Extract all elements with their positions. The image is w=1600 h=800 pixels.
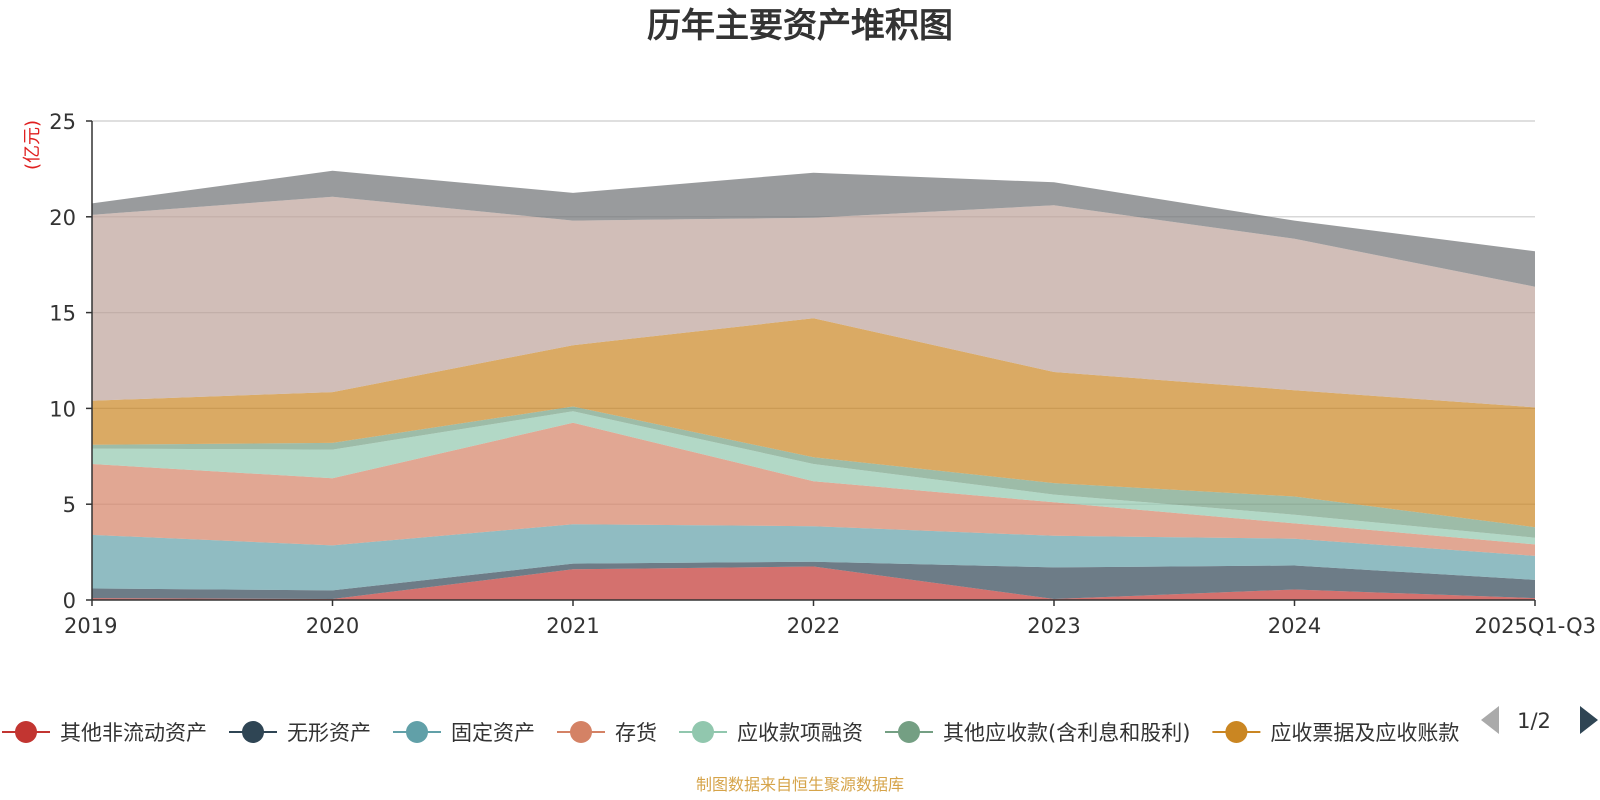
legend-label: 无形资产 [287, 721, 371, 745]
legend-dot-marker [406, 721, 428, 743]
x-tick-label: 2021 [546, 614, 599, 638]
legend-item[interactable]: 其他应收款(含利息和股利) [885, 721, 1190, 745]
y-tick-label: 5 [63, 493, 76, 517]
data-source-note: 制图数据来自恒生聚源数据库 [696, 775, 904, 794]
area-series-0[interactable] [92, 566, 1535, 601]
y-tick-label: 15 [49, 302, 76, 326]
y-tick-label: 0 [63, 589, 76, 613]
area-series-4[interactable] [92, 411, 1535, 545]
area-series-7[interactable] [92, 196, 1535, 408]
x-tick-label: 2022 [787, 614, 840, 638]
legend-label: 其他应收款(含利息和股利) [943, 721, 1190, 745]
area-series-2[interactable] [92, 524, 1535, 591]
legend-item[interactable]: 固定资产 [393, 721, 535, 745]
legend-label: 存货 [615, 721, 657, 745]
y-tick-label: 25 [49, 110, 76, 134]
legend-label: 固定资产 [451, 721, 535, 745]
x-tick-label: 2020 [306, 614, 359, 638]
legend: 其他非流动资产 无形资产 固定资产 存货 应收款项融资 其他应收款(含利息和股利) 应收票据… [2, 721, 1459, 745]
legend-dot-marker [898, 721, 920, 743]
legend-item[interactable]: 应收票据及应收账款 [1212, 721, 1459, 745]
axes: 0 5 10 15 20 25 2019 2020 2021 2022 2023 2024 2025Q1… [49, 110, 1596, 638]
legend-item[interactable]: 应收款项融资 [679, 721, 863, 745]
area-series-6[interactable] [92, 318, 1535, 528]
x-tick-label: 2025Q1-Q3 [1474, 614, 1596, 638]
legend-prev-page-icon[interactable] [1481, 706, 1499, 734]
area-series-1[interactable] [92, 561, 1535, 599]
legend-label: 应收票据及应收账款 [1270, 721, 1459, 745]
area-series-3[interactable] [92, 422, 1535, 556]
legend-item[interactable]: 无形资产 [229, 721, 371, 745]
x-tick-label: 2023 [1027, 614, 1080, 638]
legend-dot-marker [692, 721, 714, 743]
x-tick-label: 2019 [64, 614, 117, 638]
legend-label: 其他非流动资产 [60, 721, 207, 745]
area-series-group [92, 170, 1535, 601]
legend-dot-marker [15, 721, 37, 743]
chart-title: 历年主要资产堆积图 [647, 6, 953, 46]
legend-dot-marker [570, 721, 592, 743]
legend-item[interactable]: 其他非流动资产 [2, 721, 207, 745]
legend-label: 应收款项融资 [737, 721, 863, 745]
legend-dot-marker [242, 721, 264, 743]
legend-pager: 1/2 [1481, 706, 1598, 734]
legend-item[interactable]: 存货 [557, 721, 657, 745]
area-series-8[interactable] [92, 170, 1535, 287]
y-tick-label: 20 [49, 206, 76, 230]
x-tick-label: 2024 [1268, 614, 1321, 638]
y-tick-label: 10 [49, 397, 76, 421]
legend-page-indicator: 1/2 [1517, 709, 1551, 733]
legend-dot-marker [1225, 721, 1248, 743]
y-axis-unit-label: (亿元) [22, 120, 43, 170]
legend-next-page-icon[interactable] [1580, 706, 1598, 734]
